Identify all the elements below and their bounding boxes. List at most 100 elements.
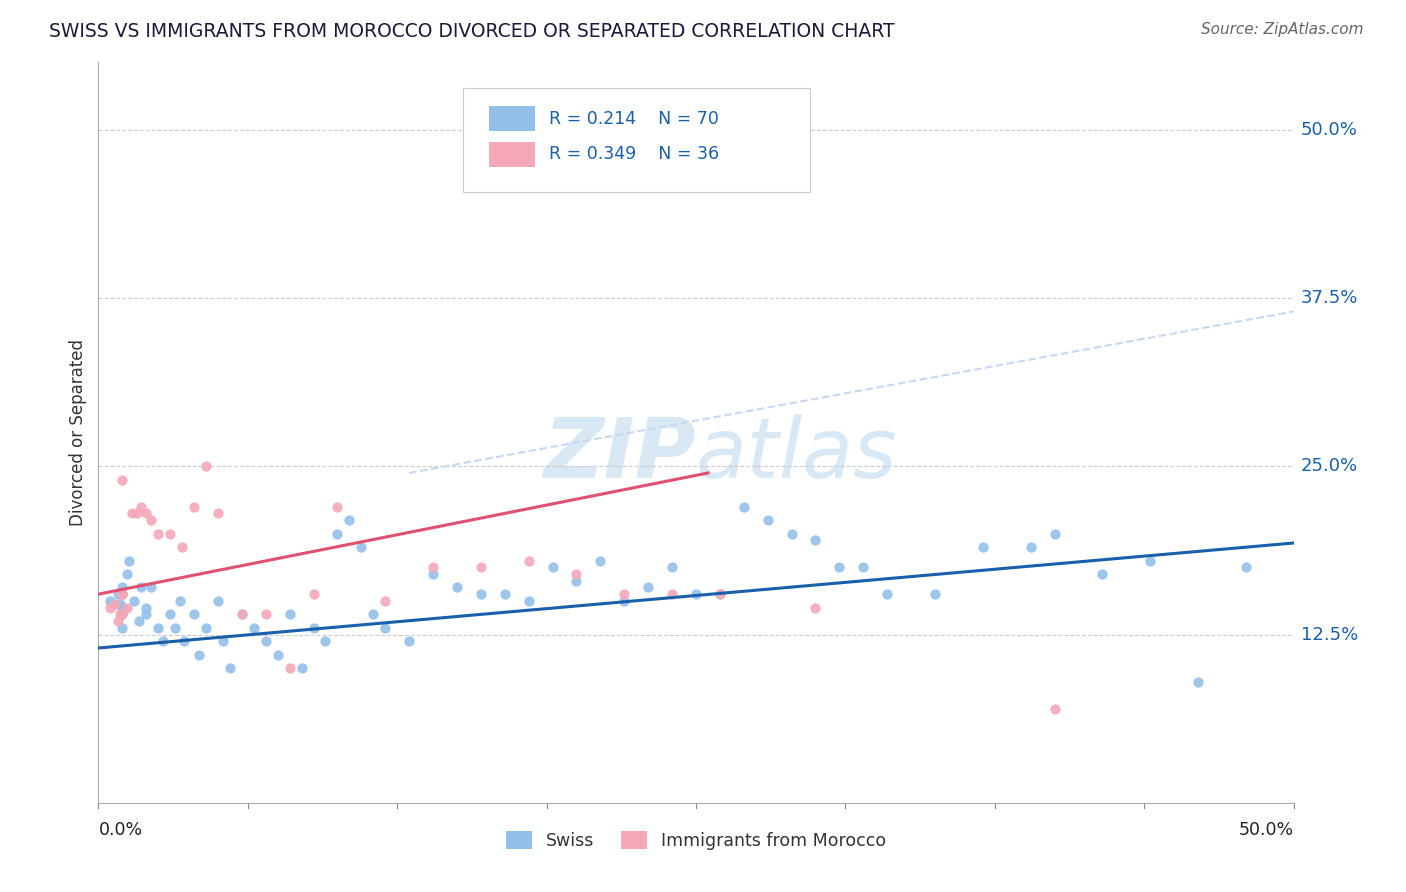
- Point: [637, 581, 659, 595]
- Point: [111, 587, 134, 601]
- Text: Source: ZipAtlas.com: Source: ZipAtlas.com: [1201, 22, 1364, 37]
- Point: [780, 526, 803, 541]
- Point: [131, 581, 153, 595]
- Point: [254, 607, 277, 622]
- FancyBboxPatch shape: [463, 88, 810, 192]
- Point: [254, 634, 277, 648]
- Point: [326, 526, 349, 541]
- Point: [219, 661, 242, 675]
- Point: [828, 560, 851, 574]
- Point: [135, 600, 157, 615]
- Point: [350, 540, 373, 554]
- Point: [231, 607, 253, 622]
- Point: [756, 513, 779, 527]
- Point: [267, 648, 290, 662]
- Text: 50.0%: 50.0%: [1301, 120, 1358, 139]
- Text: 50.0%: 50.0%: [1239, 822, 1294, 839]
- Point: [302, 621, 325, 635]
- Point: [108, 607, 131, 622]
- Point: [661, 587, 683, 601]
- Point: [152, 634, 174, 648]
- Point: [107, 587, 129, 601]
- Point: [339, 513, 361, 527]
- Point: [733, 500, 755, 514]
- Point: [278, 607, 301, 622]
- Point: [709, 587, 731, 601]
- Point: [422, 566, 444, 581]
- Point: [422, 560, 444, 574]
- Point: [172, 540, 194, 554]
- Point: [541, 560, 564, 574]
- Point: [1139, 553, 1161, 567]
- Text: 37.5%: 37.5%: [1301, 289, 1358, 307]
- Point: [104, 597, 127, 611]
- Point: [111, 607, 134, 622]
- Point: [709, 587, 731, 601]
- Point: [363, 607, 385, 622]
- Text: SWISS VS IMMIGRANTS FROM MOROCCO DIVORCED OR SEPARATED CORRELATION CHART: SWISS VS IMMIGRANTS FROM MOROCCO DIVORCE…: [49, 22, 894, 41]
- FancyBboxPatch shape: [489, 106, 534, 131]
- Point: [183, 607, 205, 622]
- Point: [98, 594, 122, 608]
- Point: [111, 600, 134, 615]
- Point: [211, 634, 233, 648]
- Point: [111, 473, 134, 487]
- Point: [207, 594, 229, 608]
- Point: [613, 587, 636, 601]
- Point: [115, 600, 138, 615]
- Point: [291, 661, 314, 675]
- Point: [115, 566, 138, 581]
- Point: [139, 513, 162, 527]
- Point: [163, 621, 186, 635]
- Point: [302, 587, 325, 601]
- Point: [139, 581, 162, 595]
- Point: [124, 594, 146, 608]
- Point: [108, 597, 131, 611]
- Point: [243, 621, 266, 635]
- Point: [148, 621, 170, 635]
- Point: [685, 587, 707, 601]
- Point: [159, 607, 181, 622]
- Point: [187, 648, 209, 662]
- Point: [118, 553, 141, 567]
- Point: [565, 566, 588, 581]
- Point: [876, 587, 898, 601]
- Point: [517, 594, 540, 608]
- Point: [565, 574, 588, 588]
- Point: [183, 500, 205, 514]
- Point: [470, 560, 492, 574]
- Point: [804, 600, 827, 615]
- Point: [195, 621, 218, 635]
- Legend: Swiss, Immigrants from Morocco: Swiss, Immigrants from Morocco: [499, 824, 893, 857]
- FancyBboxPatch shape: [489, 142, 534, 167]
- Text: 0.0%: 0.0%: [98, 822, 142, 839]
- Point: [135, 607, 157, 622]
- Point: [169, 594, 191, 608]
- Y-axis label: Divorced or Separated: Divorced or Separated: [69, 339, 87, 526]
- Point: [111, 587, 134, 601]
- Point: [470, 587, 492, 601]
- Point: [121, 507, 143, 521]
- Point: [128, 614, 150, 628]
- Point: [1091, 566, 1114, 581]
- Text: R = 0.214    N = 70: R = 0.214 N = 70: [548, 110, 718, 128]
- Point: [804, 533, 827, 548]
- Point: [852, 560, 875, 574]
- Point: [107, 614, 129, 628]
- Point: [125, 507, 148, 521]
- Point: [1187, 674, 1209, 689]
- Point: [613, 594, 636, 608]
- Point: [398, 634, 420, 648]
- Point: [173, 634, 195, 648]
- Point: [207, 507, 229, 521]
- Point: [972, 540, 994, 554]
- Point: [374, 594, 396, 608]
- Text: 25.0%: 25.0%: [1301, 458, 1358, 475]
- Point: [278, 661, 301, 675]
- Text: ZIP: ZIP: [543, 414, 696, 495]
- Point: [1043, 701, 1066, 715]
- Point: [148, 526, 170, 541]
- Point: [159, 526, 181, 541]
- Point: [1043, 526, 1066, 541]
- Text: 12.5%: 12.5%: [1301, 625, 1358, 643]
